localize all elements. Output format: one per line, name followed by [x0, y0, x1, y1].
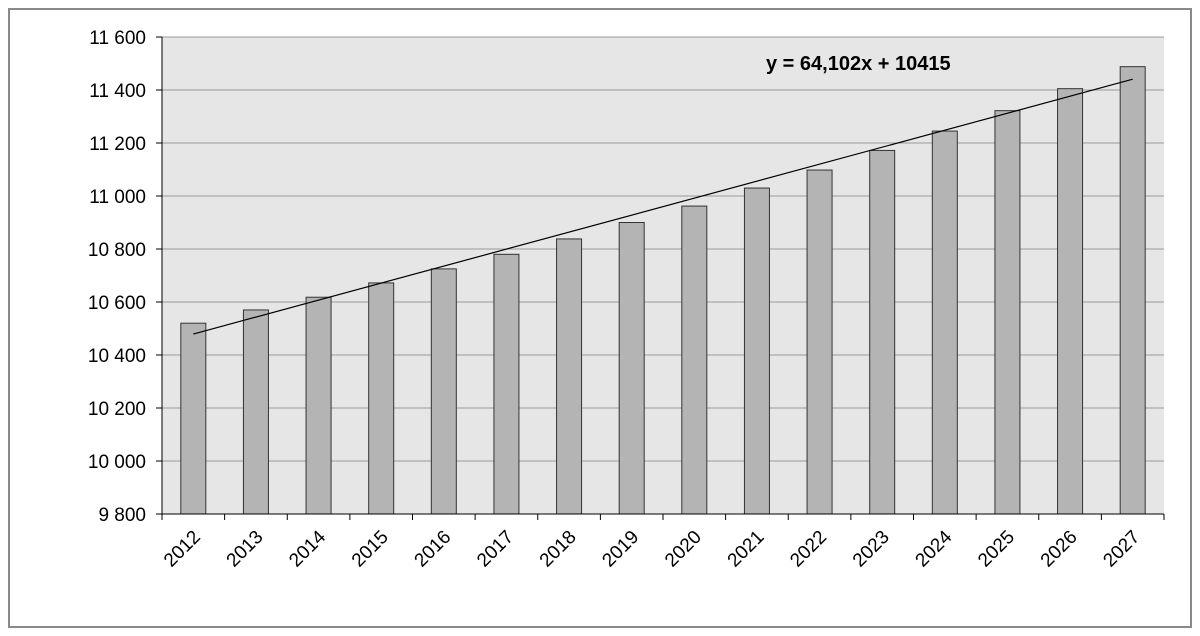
bar	[681, 205, 708, 515]
bar	[180, 322, 207, 515]
y-tick-label: 10 600	[88, 293, 146, 314]
x-tick-label: 2025	[974, 527, 1019, 572]
x-tick-label: 2024	[912, 526, 957, 571]
y-tick-label: 10 000	[88, 452, 146, 473]
y-tick-label: 11 400	[89, 81, 146, 102]
y-tick-label: 11 600	[89, 28, 146, 49]
bar	[743, 187, 770, 515]
bar	[305, 296, 332, 515]
x-tick-label: 2023	[849, 527, 894, 572]
bar	[368, 282, 395, 515]
x-tick-label: 2026	[1037, 527, 1082, 572]
x-tick-label: 2017	[473, 527, 518, 572]
trendline-equation: y = 64,102x + 10415	[766, 53, 951, 75]
x-tick-label: 2022	[786, 527, 831, 572]
x-tick-label: 2016	[411, 527, 456, 572]
bar	[1057, 88, 1084, 515]
x-tick-label: 2013	[223, 527, 268, 572]
bars	[180, 66, 1146, 515]
bar	[430, 268, 457, 515]
x-tick-label: 2021	[724, 527, 769, 572]
y-tick-label: 9 800	[98, 505, 146, 526]
y-tick-label: 10 200	[88, 399, 146, 420]
x-tick-label: 2020	[661, 527, 706, 572]
x-tick-label: 2014	[285, 526, 330, 571]
x-axis-tick-labels: 2012 2013 2014 2015 2016 2017 2018 2019 2020 2021…	[160, 526, 1144, 571]
y-tick-label: 10 400	[88, 346, 146, 367]
trendline	[193, 78, 1133, 335]
x-tick-label: 2018	[536, 527, 581, 572]
y-tick-label: 10 800	[88, 240, 146, 261]
bar	[618, 222, 645, 515]
bar	[994, 110, 1021, 515]
y-axis-tick-labels: 9 800 10 000 10 200 10 400 10 600 10 800 11 00…	[88, 28, 146, 526]
y-tick-label: 11 000	[89, 187, 146, 208]
bar	[1119, 66, 1146, 515]
y-tick-label: 11 200	[89, 134, 146, 155]
x-tick-label: 2027	[1099, 527, 1144, 572]
axes	[161, 37, 1165, 520]
bar	[869, 149, 896, 515]
bar	[806, 169, 833, 515]
bar	[493, 253, 520, 515]
x-tick-label: 2015	[348, 527, 393, 572]
bar	[931, 130, 958, 515]
x-tick-label: 2019	[598, 527, 643, 572]
bar	[556, 238, 583, 515]
x-tick-label: 2012	[160, 527, 205, 572]
bar	[242, 309, 269, 515]
